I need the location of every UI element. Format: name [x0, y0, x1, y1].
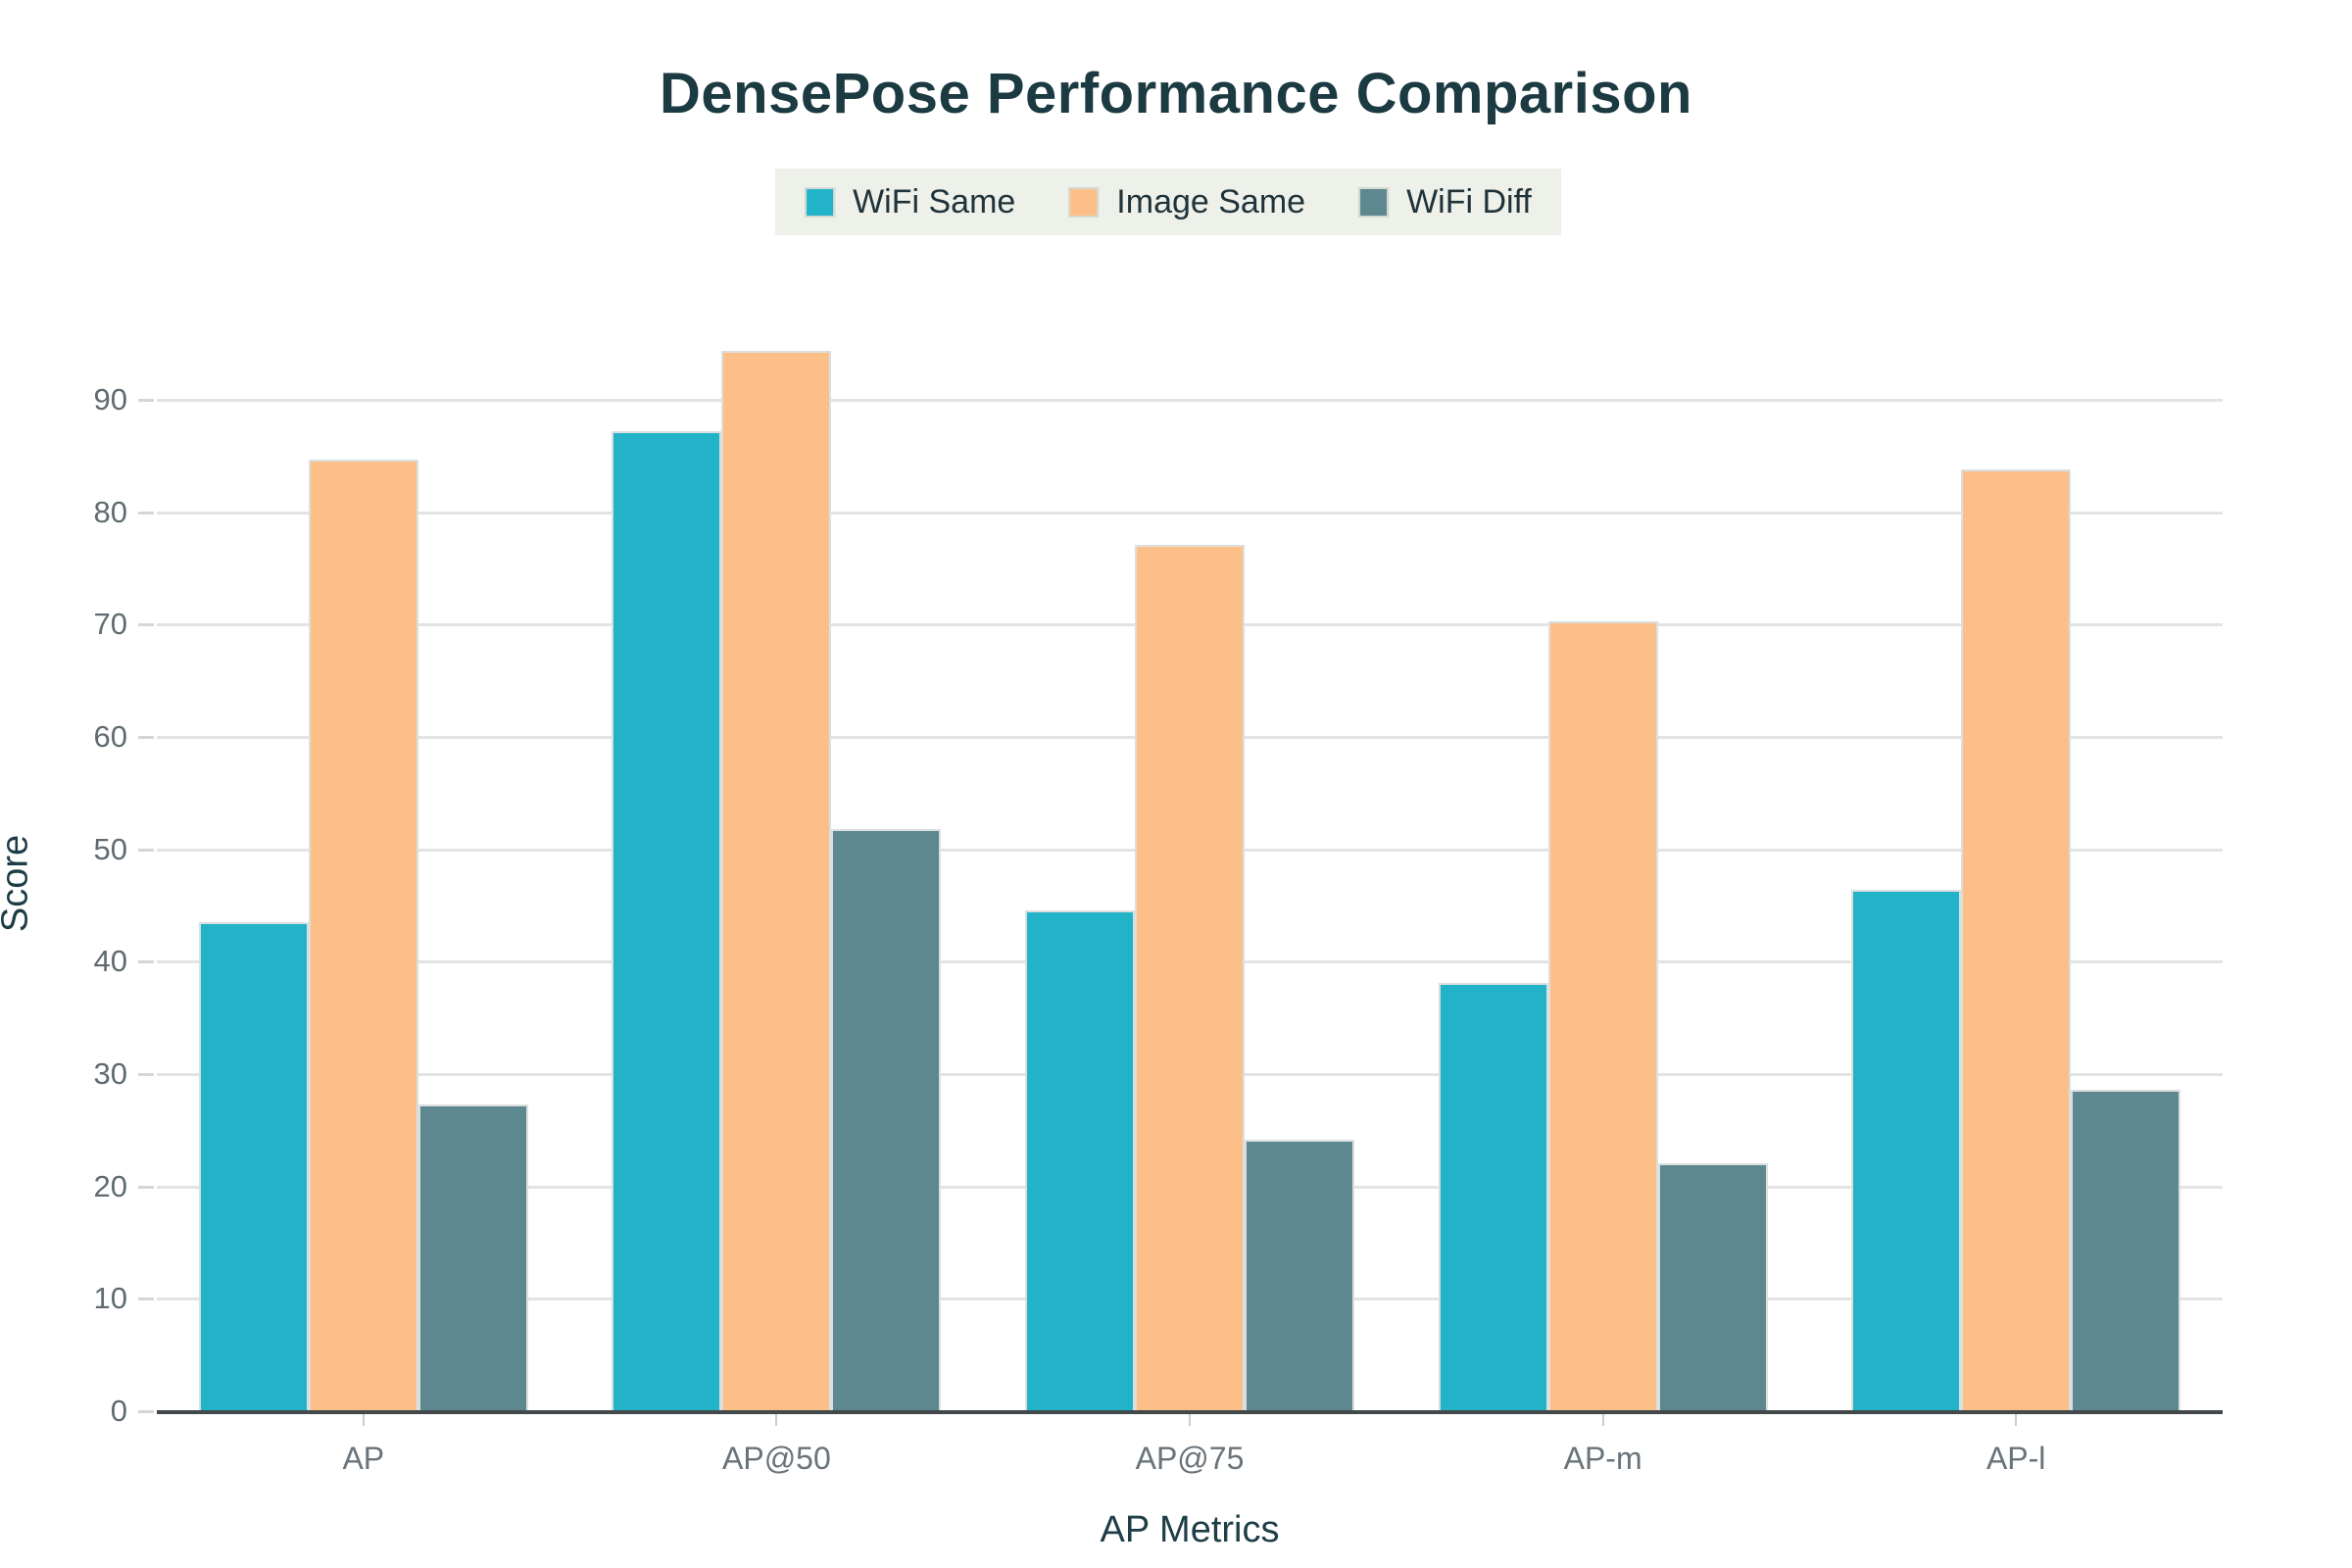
y-tick-label: 20 [93, 1168, 127, 1203]
y-tick-label: 70 [93, 607, 127, 642]
y-tick-label: 10 [93, 1281, 127, 1316]
gridline [157, 511, 2223, 514]
x-tick-mark [362, 1411, 365, 1426]
y-tick-mark [138, 1185, 154, 1189]
y-tick-label: 80 [93, 494, 127, 529]
legend-item-2: WiFi Diff [1358, 183, 1532, 221]
bar-AP-l-image-same [1961, 469, 2072, 1411]
bar-AP@50-wifi-same [612, 431, 722, 1411]
x-tick-mark [1601, 1411, 1604, 1426]
plot-area: 0 10 20 30 40 50 60 70 80 90 AP AP@50 AP@75 AP-m AP-l [94, 337, 2223, 1476]
bar-AP-m-wifi-same [1438, 983, 1548, 1411]
x-tick-mark [775, 1411, 778, 1426]
y-tick-mark [138, 848, 154, 852]
y-tick-mark [138, 511, 154, 514]
y-tick-label: 90 [93, 382, 127, 417]
x-axis-baseline [157, 1410, 2223, 1414]
bar-AP@75-wifi-diff [1245, 1140, 1354, 1411]
y-tick-mark [138, 1073, 154, 1077]
y-tick-label: 60 [93, 719, 127, 755]
legend: WiFi Same Image Same WiFi Diff [775, 169, 1561, 235]
legend-label: WiFi Same [853, 182, 1016, 220]
bar-AP-wifi-same [198, 922, 309, 1411]
bar-AP@50-image-same [721, 351, 832, 1411]
y-tick-mark [138, 1410, 154, 1413]
legend-label: WiFi Diff [1406, 182, 1532, 220]
y-tick-mark [138, 960, 154, 964]
legend-swatch-icon [1358, 186, 1390, 218]
x-tick-label-AP@75: AP@75 [1135, 1441, 1245, 1476]
legend-item-1: Image Same [1068, 183, 1305, 221]
bar-AP@50-wifi-diff [831, 829, 942, 1411]
x-tick-label-AP-m: AP-m [1563, 1441, 1642, 1476]
y-tick-mark [138, 399, 154, 403]
x-tick-mark [1189, 1411, 1191, 1426]
y-tick-label: 0 [110, 1394, 127, 1428]
bar-AP-l-wifi-diff [2071, 1090, 2181, 1411]
chart-title: DensePose Performance Comparison [660, 62, 1692, 125]
y-tick-label: 50 [93, 831, 127, 866]
bar-AP-wifi-diff [417, 1104, 528, 1411]
gridline [157, 399, 2223, 403]
legend-label: Image Same [1116, 182, 1306, 220]
y-tick-mark [138, 1298, 154, 1301]
bar-AP-m-image-same [1547, 621, 1658, 1411]
y-tick-mark [138, 623, 154, 627]
y-tick-mark [138, 736, 154, 740]
legend-swatch-icon [1068, 186, 1100, 218]
bar-AP@75-wifi-same [1025, 910, 1135, 1411]
x-tick-label-AP: AP [342, 1441, 385, 1476]
y-tick-label: 30 [93, 1056, 127, 1092]
x-axis-label: AP Metrics [1100, 1509, 1280, 1550]
bar-AP@75-image-same [1135, 545, 1245, 1411]
legend-item-0: WiFi Same [805, 183, 1015, 221]
y-tick-label: 40 [93, 944, 127, 979]
x-tick-mark [2015, 1411, 2018, 1426]
bar-AP-image-same [308, 460, 418, 1411]
legend-swatch-icon [805, 186, 836, 218]
bar-AP-m-wifi-diff [1657, 1163, 1768, 1411]
bar-AP-l-wifi-same [1851, 890, 1962, 1411]
x-tick-label-AP@50: AP@50 [722, 1441, 831, 1476]
x-tick-label-AP-l: AP-l [1985, 1441, 2046, 1476]
y-axis-label: Score [0, 834, 36, 933]
